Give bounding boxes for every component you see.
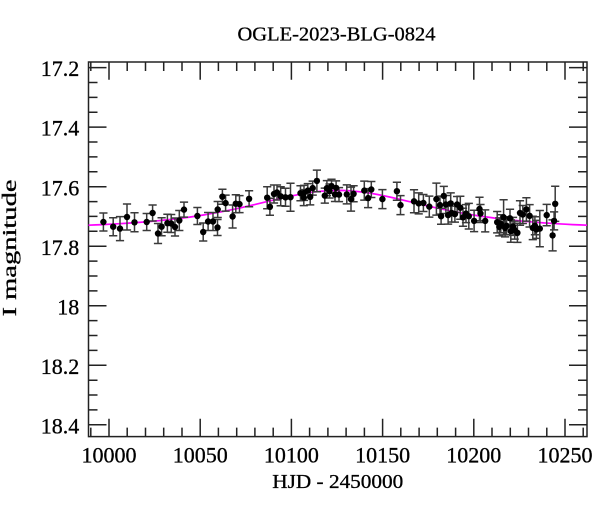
svg-text:10100: 10100 xyxy=(264,443,319,468)
svg-text:18.4: 18.4 xyxy=(41,413,80,438)
svg-text:18.2: 18.2 xyxy=(41,354,80,379)
svg-text:OGLE-2023-BLG-0824: OGLE-2023-BLG-0824 xyxy=(238,24,436,46)
svg-text:10250: 10250 xyxy=(538,443,593,468)
svg-text:17.6: 17.6 xyxy=(41,175,80,200)
svg-text:18: 18 xyxy=(57,294,79,319)
svg-text:10200: 10200 xyxy=(446,443,501,468)
svg-text:17.4: 17.4 xyxy=(41,116,80,141)
svg-text:I magnitude: I magnitude xyxy=(0,179,21,316)
svg-text:10050: 10050 xyxy=(173,443,228,468)
svg-text:17.2: 17.2 xyxy=(41,56,80,81)
svg-text:10150: 10150 xyxy=(355,443,410,468)
svg-text:HJD - 2450000: HJD - 2450000 xyxy=(272,472,403,493)
svg-text:17.8: 17.8 xyxy=(41,235,80,260)
svg-text:10000: 10000 xyxy=(82,443,137,468)
